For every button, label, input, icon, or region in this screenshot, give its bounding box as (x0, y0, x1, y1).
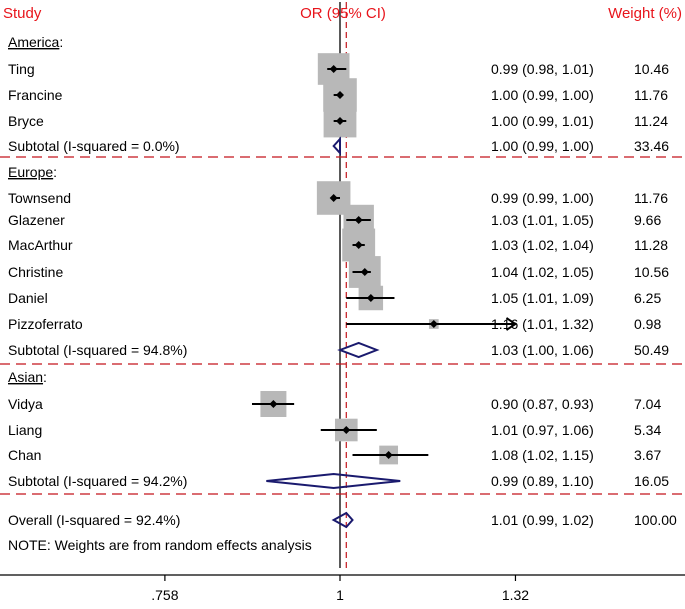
weights-note: NOTE: Weights are from random effects an… (8, 537, 312, 553)
study-row-ci: 1.08 (1.02, 1.15) (491, 447, 594, 463)
overall-row-ci: 1.01 (0.99, 1.02) (491, 512, 594, 528)
group-heading: Europe: (8, 164, 57, 180)
study-row-ci: 1.01 (0.97, 1.06) (491, 422, 594, 438)
group-heading-suffix: : (43, 369, 47, 385)
x-tick-label: 1 (336, 587, 344, 603)
subtotal-diamond (337, 341, 380, 359)
study-row-weight: 3.67 (634, 447, 661, 463)
point-estimate (269, 400, 278, 408)
point-estimate (360, 268, 369, 276)
x-tick-label: 1.32 (502, 587, 529, 603)
subtotal-row-label: Subtotal (I-squared = 94.8%) (8, 342, 187, 358)
overall-row-label: Overall (I-squared = 92.4%) (8, 512, 180, 528)
subtotal-row-ci: 1.00 (0.99, 1.00) (491, 138, 594, 154)
study-row-weight: 6.25 (634, 290, 661, 306)
point-estimate (329, 194, 338, 202)
point-estimate (342, 426, 351, 434)
study-row-ci: 0.99 (0.98, 1.01) (491, 61, 594, 77)
study-row-ci: 1.00 (0.99, 1.00) (491, 87, 594, 103)
subtotal-diamond (332, 136, 341, 156)
subtotal-diamond (266, 472, 401, 490)
study-row-ci: 0.90 (0.87, 0.93) (491, 396, 594, 412)
study-row-label: Pizzoferrato (8, 316, 83, 332)
group-heading-name: Europe (8, 164, 53, 180)
study-row-ci: 0.99 (0.99, 1.00) (491, 190, 594, 206)
point-estimate (354, 216, 363, 224)
header-weight: Weight (%) (608, 5, 682, 22)
subtotal-row-label: Subtotal (I-squared = 0.0%) (8, 138, 180, 154)
study-row-label: MacArthur (8, 237, 73, 253)
study-row-ci: 1.16 (1.01, 1.32) (491, 316, 594, 332)
subtotal-row-ci: 1.03 (1.00, 1.06) (491, 342, 594, 358)
point-estimate (354, 241, 363, 249)
overall-diamond (331, 511, 354, 529)
study-row-ci: 1.03 (1.02, 1.04) (491, 237, 594, 253)
header-study: Study (3, 5, 42, 22)
point-estimate (336, 117, 344, 125)
study-row-label: Glazener (8, 212, 65, 228)
group-heading-name: Asian (8, 369, 43, 385)
subtotal-row-weight: 50.49 (634, 342, 669, 358)
study-row-label: Francine (8, 87, 63, 103)
study-row-weight: 10.46 (634, 61, 669, 77)
group-heading-suffix: : (59, 34, 63, 50)
study-row-weight: 11.76 (634, 190, 668, 206)
study-row-ci: 1.03 (1.01, 1.05) (491, 212, 594, 228)
study-row-label: Townsend (8, 190, 71, 206)
study-row-weight: 11.76 (634, 87, 668, 103)
study-row-ci: 1.05 (1.01, 1.09) (491, 290, 594, 306)
study-row-label: Liang (8, 422, 42, 438)
study-row-ci: 1.04 (1.02, 1.05) (491, 264, 594, 280)
study-row-weight: 11.24 (634, 113, 668, 129)
subtotal-row-ci: 0.99 (0.89, 1.10) (491, 473, 594, 489)
study-row-ci: 1.00 (0.99, 1.01) (491, 113, 594, 129)
study-row-weight: 5.34 (634, 422, 661, 438)
subtotal-row-weight: 33.46 (634, 138, 669, 154)
study-row-weight: 7.04 (634, 396, 661, 412)
group-heading: Asian: (8, 369, 47, 385)
group-heading: America: (8, 34, 63, 50)
study-row-weight: 11.28 (634, 237, 668, 253)
subtotal-row-weight: 16.05 (634, 473, 669, 489)
study-row-label: Vidya (8, 396, 43, 412)
study-row-label: Ting (8, 61, 35, 77)
point-estimate (366, 294, 375, 302)
point-estimate (336, 91, 344, 99)
x-tick-label: .758 (151, 587, 178, 603)
study-row-label: Christine (8, 264, 63, 280)
overall-row-weight: 100.00 (634, 512, 677, 528)
point-estimate (384, 451, 393, 459)
study-row-label: Chan (8, 447, 41, 463)
header-or: OR (95% CI) (300, 5, 386, 22)
study-row-weight: 0.98 (634, 316, 661, 332)
study-row-weight: 9.66 (634, 212, 661, 228)
study-row-label: Bryce (8, 113, 44, 129)
subtotal-row-label: Subtotal (I-squared = 94.2%) (8, 473, 187, 489)
group-heading-name: America (8, 34, 60, 50)
study-row-weight: 10.56 (634, 264, 669, 280)
group-heading-suffix: : (53, 164, 57, 180)
point-estimate (329, 65, 338, 73)
ci-arrow (505, 317, 518, 331)
study-row-label: Daniel (8, 290, 48, 306)
point-estimate (429, 320, 438, 328)
